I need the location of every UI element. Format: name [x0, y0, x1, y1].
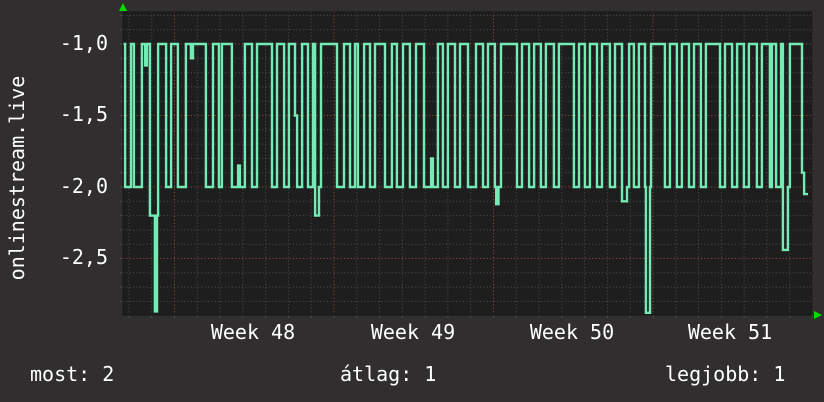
- y-tick-label-4: -2,5: [59, 245, 108, 269]
- x-tick-label-week51: Week 51: [687, 320, 773, 344]
- x-tick-label-week49: Week 49: [370, 320, 456, 344]
- x-tick-label-week50: Week 50: [529, 320, 615, 344]
- y-tick-label-3: -2,0: [59, 174, 108, 198]
- x-tick-label-week48: Week 48: [210, 320, 296, 344]
- y-tick-label-1: -1,0: [59, 31, 108, 55]
- x-axis-arrow-icon: [814, 311, 822, 319]
- y-axis-arrow-icon: [119, 3, 127, 11]
- stat-most: most: 2: [30, 362, 115, 386]
- stat-atlag: átlag: 1: [340, 362, 437, 386]
- series-line: [123, 42, 808, 314]
- y-tick-label-2: -1,5: [59, 102, 108, 126]
- stat-legjobb: legjobb: 1: [665, 362, 786, 386]
- plot-border: [122, 11, 813, 316]
